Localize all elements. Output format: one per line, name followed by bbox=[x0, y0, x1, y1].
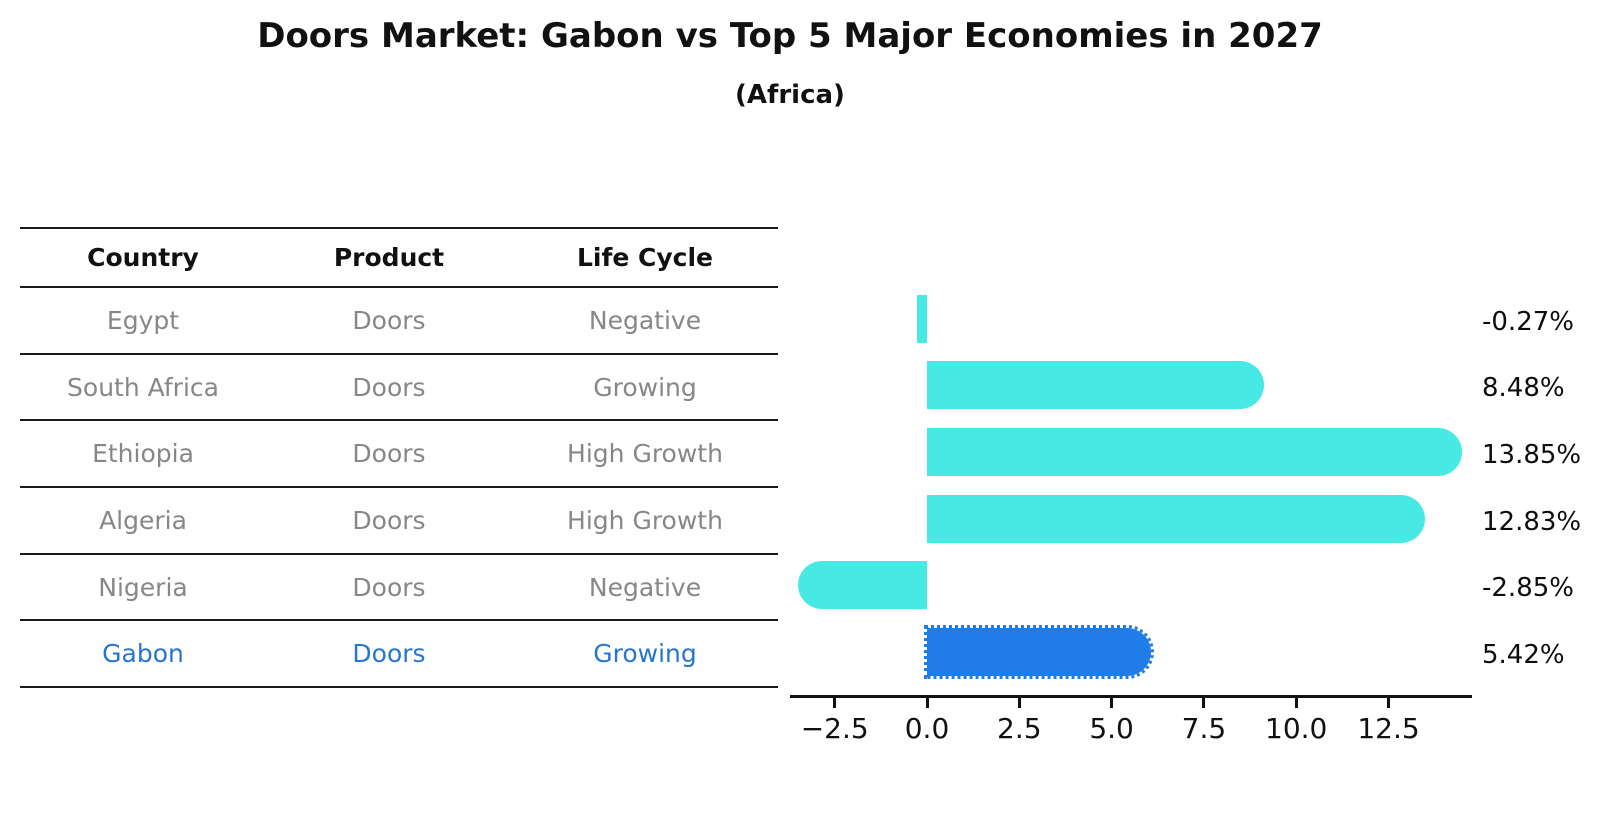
value-label-nigeria: -2.85% bbox=[1482, 573, 1574, 603]
table-row-south-africa: South Africa Doors Growing bbox=[20, 355, 778, 421]
bar-gabon bbox=[923, 624, 1155, 679]
column-header-lifecycle: Life Cycle bbox=[576, 243, 714, 272]
bar-algeria bbox=[927, 494, 1425, 543]
country-cell: Gabon bbox=[102, 639, 184, 668]
table-row-algeria: Algeria Doors High Growth bbox=[20, 488, 778, 555]
x-axis-tick-mark bbox=[1294, 698, 1298, 708]
value-label-south-africa: 8.48% bbox=[1482, 373, 1565, 403]
life-cycle-cell: High Growth bbox=[567, 506, 723, 535]
x-axis-tick-mark bbox=[1017, 698, 1021, 708]
x-axis-tick-label: 0.0 bbox=[904, 712, 950, 745]
x-axis-line bbox=[790, 695, 1472, 698]
x-axis-tick-label: 5.0 bbox=[1089, 712, 1134, 745]
bar-south-africa bbox=[927, 361, 1265, 409]
x-axis-tick-mark bbox=[1387, 698, 1390, 708]
life-cycle-cell: Growing bbox=[593, 639, 697, 668]
value-label-egypt: -0.27% bbox=[1482, 306, 1574, 337]
product-cell: Doors bbox=[352, 572, 426, 602]
life-cycle-cell: Growing bbox=[593, 372, 697, 402]
bar-egypt bbox=[917, 294, 927, 343]
x-axis-tick-label: 2.5 bbox=[997, 712, 1042, 745]
product-cell: Doors bbox=[352, 306, 426, 335]
life-cycle-cell: Negative bbox=[588, 572, 702, 602]
page-title: Doors Market: Gabon vs Top 5 Major Econo… bbox=[257, 16, 1323, 56]
product-cell: Doors bbox=[352, 639, 426, 668]
country-cell: South Africa bbox=[67, 372, 219, 402]
column-header-country: Country bbox=[87, 243, 199, 272]
bar-ethiopia bbox=[927, 427, 1463, 476]
x-axis-tick-mark bbox=[925, 698, 929, 708]
x-axis-tick-label: 12.5 bbox=[1357, 712, 1420, 745]
value-label-algeria: 12.83% bbox=[1482, 506, 1582, 537]
page-subtitle: (Africa) bbox=[735, 80, 845, 110]
product-cell: Doors bbox=[352, 372, 426, 402]
x-axis-tick-label: 7.5 bbox=[1181, 712, 1227, 745]
country-cell: Algeria bbox=[99, 506, 187, 535]
product-cell: Doors bbox=[352, 439, 426, 468]
x-axis-tick-mark bbox=[1110, 698, 1114, 708]
table-row-ethiopia: Ethiopia Doors High Growth bbox=[20, 421, 778, 488]
value-label-gabon: 5.42% bbox=[1482, 639, 1565, 670]
country-cell: Egypt bbox=[106, 306, 180, 335]
table-row-nigeria: Nigeria Doors Negative bbox=[20, 555, 778, 621]
x-axis-tick-mark bbox=[1202, 698, 1206, 708]
product-cell: Doors bbox=[352, 506, 426, 535]
x-axis-tick-label: −2.5 bbox=[800, 712, 869, 745]
column-header-product: Product bbox=[333, 243, 445, 272]
x-axis-tick-mark bbox=[833, 698, 837, 708]
data-table: Country Product Life Cycle Egypt Doors Neg… bbox=[20, 227, 778, 688]
value-label-ethiopia: 13.85% bbox=[1482, 439, 1582, 470]
life-cycle-cell: Negative bbox=[588, 306, 702, 335]
table-row-gabon: Gabon Doors Growing bbox=[20, 621, 778, 688]
life-cycle-cell: High Growth bbox=[567, 439, 723, 468]
bar-nigeria bbox=[797, 561, 927, 609]
country-cell: Nigeria bbox=[98, 572, 188, 602]
x-axis-tick-label: 10.0 bbox=[1265, 712, 1328, 745]
country-cell: Ethiopia bbox=[92, 439, 194, 468]
table-row-egypt: Egypt Doors Negative bbox=[20, 288, 778, 355]
table-header-row: Country Product Life Cycle bbox=[20, 227, 778, 288]
